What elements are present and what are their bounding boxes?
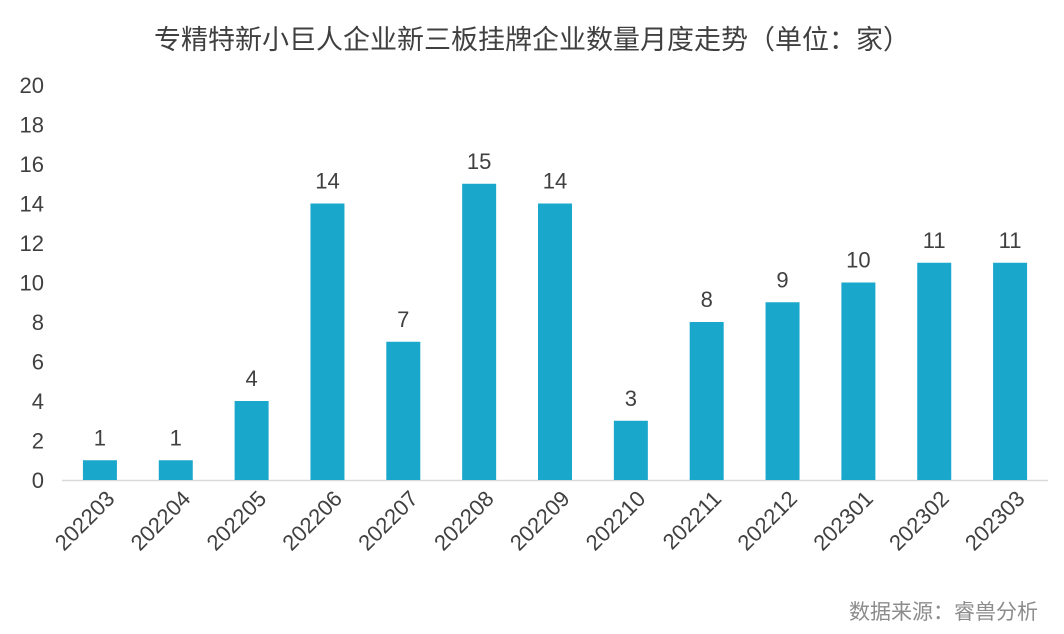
data-label: 14 [315,169,339,194]
y-tick-label: 2 [32,429,44,454]
data-label: 3 [625,386,637,411]
bar [993,262,1028,480]
x-tick-label: 202204 [126,486,196,556]
data-label: 1 [170,425,182,450]
y-tick-label: 4 [32,389,44,414]
x-tick-label: 202301 [808,486,878,556]
bar [82,460,117,480]
x-tick-label: 202206 [277,486,347,556]
y-tick-label: 6 [32,350,44,375]
bar [538,203,572,480]
bar [310,203,345,480]
x-tick-label: 202207 [353,486,423,556]
data-label: 15 [467,149,491,174]
bar [386,341,421,480]
data-source-note: 数据来源：睿兽分析 [849,601,1038,624]
x-tick-label: 202211 [658,486,726,554]
data-label: 10 [846,248,870,273]
x-tick-label: 202209 [505,486,575,556]
x-tick-label: 202212 [732,486,802,556]
y-tick-label: 20 [20,73,44,98]
bar [765,302,800,480]
chart-title: 专精特新小巨人企业新三板挂牌企业数量月度走势（单位：家） [154,25,910,55]
bar [917,262,952,480]
bar [158,460,193,480]
data-label: 14 [543,169,567,194]
x-tick-label: 202208 [429,486,499,556]
bar [689,322,724,480]
y-tick-label: 18 [20,113,44,138]
data-label: 7 [397,307,409,332]
y-tick-label: 10 [20,271,44,296]
data-label: 11 [923,228,946,253]
data-label: 11 [999,228,1022,253]
y-tick-label: 0 [32,468,44,493]
data-label: 9 [776,267,788,292]
bar [234,401,269,480]
y-tick-label: 16 [20,152,44,177]
x-tick-label: 202210 [581,486,651,556]
data-label: 1 [94,425,106,450]
x-tick-label: 202205 [202,486,272,556]
bar [613,420,648,480]
x-tick-label: 202302 [884,486,954,556]
y-tick-label: 8 [32,310,44,335]
y-tick-label: 12 [20,231,44,256]
bar [841,282,876,480]
y-tick-label: 14 [20,192,44,217]
data-label: 8 [701,287,713,312]
x-tick-label: 202203 [50,486,120,556]
x-tick-label: 202303 [960,486,1030,556]
bar [462,183,497,480]
data-label: 4 [245,366,257,391]
